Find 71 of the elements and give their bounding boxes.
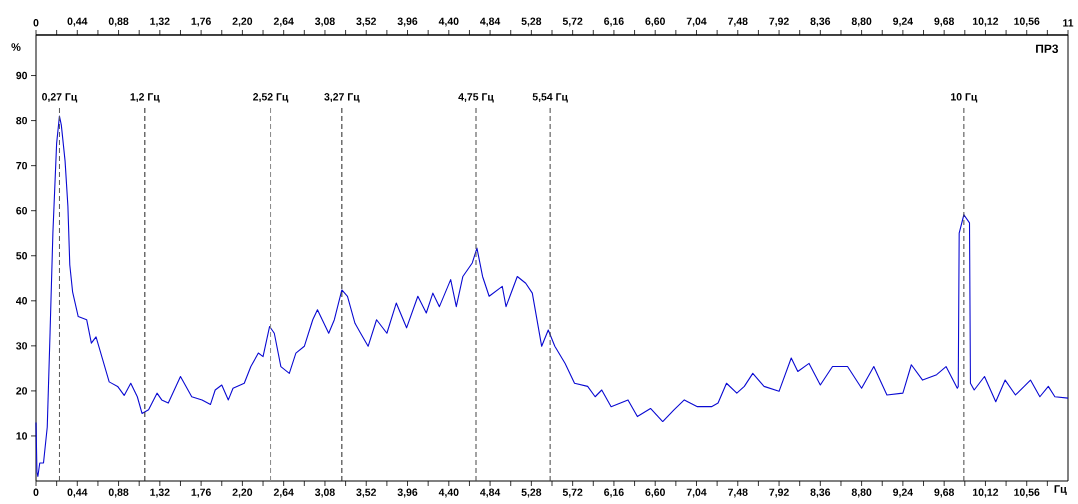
- y-tick-label: 90: [16, 71, 28, 80]
- y-tick-label: 40: [16, 297, 28, 305]
- ref-line-label: 4,75 Гц: [458, 93, 494, 103]
- x2-tick-label: 10,56: [1014, 17, 1040, 27]
- x-tick-label: 7,04: [686, 488, 707, 498]
- x2-tick-label: 0,88: [108, 17, 129, 27]
- x2-tick-label: 7,48: [728, 17, 748, 27]
- x-tick-label: 9,68: [934, 488, 955, 498]
- x-tick-label: 10,12: [973, 488, 999, 498]
- x-tick-label: 3,96: [397, 488, 418, 498]
- x-tick-label: 3,08: [315, 488, 335, 498]
- x-tick-label: 0,88: [108, 488, 129, 498]
- x-tick-label: 4,40: [438, 488, 459, 498]
- x2-tick-label: 4,40: [438, 17, 459, 27]
- x-tick-label: 0: [33, 488, 39, 496]
- x2-tick-label: 4,84: [480, 17, 501, 27]
- x2-tick-label: 10,12: [973, 17, 999, 27]
- x-tick-label: 9,24: [893, 488, 913, 498]
- x-tick-label: 0,44: [67, 488, 88, 498]
- x2-tick-label: 9,24: [893, 17, 913, 27]
- x2-tick-label: 11: [1063, 19, 1074, 27]
- x2-tick-label: 7,04: [686, 17, 707, 27]
- y-tick-label: 80: [16, 116, 28, 125]
- x2-tick-label: 6,60: [645, 17, 665, 27]
- x-tick-label: 6,16: [604, 488, 624, 498]
- x2-tick-label: 3,96: [397, 17, 418, 27]
- x-tick-label: 3,52: [356, 488, 376, 498]
- x2-tick-label: 7,92: [769, 17, 789, 27]
- x-tick-label: 1,32: [150, 488, 170, 498]
- x-tick-label: 6,60: [645, 488, 665, 498]
- x2-tick-label: 6,16: [604, 17, 624, 27]
- x-tick-label: 5,72: [562, 488, 583, 498]
- x-tick-label: 1,76: [191, 488, 211, 498]
- x2-tick-label: 1,32: [150, 17, 170, 27]
- ref-line-label: 10 Гц: [951, 93, 978, 103]
- y-tick-label: 10: [16, 432, 28, 440]
- ref-line-label: 2,52 Гц: [253, 93, 289, 103]
- x-tick-label: 8,80: [851, 488, 872, 498]
- ref-line-label: 0,27 Гц: [42, 93, 78, 103]
- line-series: [35, 115, 1069, 478]
- x2-tick-label: 0,44: [67, 17, 88, 27]
- y-axis-title: %: [11, 43, 21, 51]
- x-tick-label: 8,36: [810, 488, 831, 498]
- x2-tick-label: 8,36: [810, 17, 831, 27]
- y-tick-label: 60: [16, 207, 28, 215]
- x2-tick-label: 5,72: [562, 17, 583, 27]
- y-tick-label: 20: [16, 387, 28, 395]
- x2-tick-label: 2,64: [273, 17, 294, 27]
- x-tick-label: 7,92: [769, 488, 789, 498]
- x2-tick-label: 0: [33, 19, 39, 27]
- x2-tick-label: 3,52: [356, 17, 376, 27]
- y-tick-label: 70: [16, 161, 28, 170]
- x-tick-label: 2,20: [232, 488, 253, 498]
- x-tick-label: 4,84: [480, 488, 501, 498]
- x2-tick-label: 8,80: [851, 17, 872, 27]
- x2-tick-label: 5,28: [521, 17, 542, 27]
- x2-tick-label: 3,08: [315, 17, 335, 27]
- x-tick-label: 2,64: [273, 488, 294, 498]
- x-axis-title: Гц: [1054, 485, 1067, 495]
- x-tick-label: 5,28: [521, 488, 542, 498]
- x-tick-label: 10,56: [1014, 488, 1040, 498]
- ref-line-label: 1,2 Гц: [130, 93, 160, 103]
- y-tick-label: 30: [16, 342, 28, 350]
- ref-line-label: 3,27 Гц: [324, 93, 360, 103]
- ref-line-label: 5,54 Гц: [532, 93, 568, 103]
- x2-tick-label: 9,68: [934, 17, 955, 27]
- x2-tick-label: 2,20: [232, 17, 253, 27]
- y-tick-label: 50: [16, 252, 28, 260]
- x2-tick-label: 1,76: [191, 17, 211, 27]
- x-tick-label: 7,48: [728, 488, 748, 498]
- annotation: ПР3: [1036, 44, 1059, 53]
